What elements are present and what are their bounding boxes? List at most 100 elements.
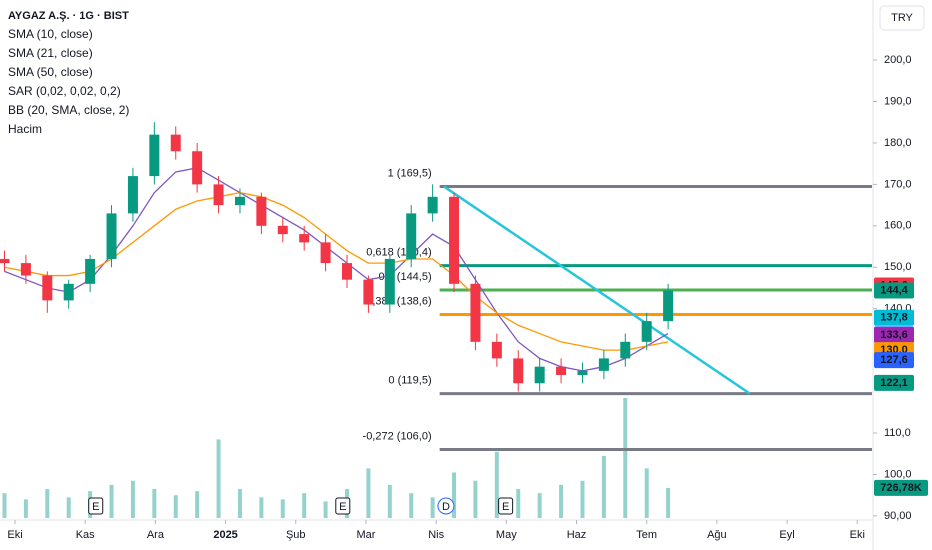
x-tick-label: Eki <box>7 529 22 541</box>
volume-bar <box>173 495 178 518</box>
candle-body <box>641 321 652 342</box>
candle-body <box>470 283 481 342</box>
candle-body <box>85 258 96 284</box>
candle-body <box>663 290 674 322</box>
indicator-label: Hacim <box>8 122 42 136</box>
volume-label: 726,78K <box>880 482 922 494</box>
candle-body <box>192 151 203 185</box>
candle-body <box>491 341 502 359</box>
fib-label: 0,382 (138,6) <box>366 295 431 307</box>
volume-bar <box>152 489 157 518</box>
x-tick-label: Eki <box>850 529 865 541</box>
event-label: E <box>339 501 346 513</box>
volume-bar <box>387 484 392 518</box>
volume-bar <box>23 499 28 518</box>
event-marker <box>437 497 455 515</box>
event-marker <box>88 497 104 515</box>
x-tick-label: Tem <box>636 529 657 541</box>
y-tick-label: 150,0 <box>884 261 912 273</box>
candle-body <box>384 258 395 305</box>
candle-body <box>577 370 588 375</box>
volume-bar <box>130 480 135 518</box>
event-label: D <box>442 501 450 513</box>
candle-body <box>42 275 53 301</box>
event-label: E <box>502 501 509 513</box>
x-tick-label: Şub <box>286 529 306 541</box>
price-label-box <box>874 309 914 326</box>
volume-bar <box>216 439 221 518</box>
volume-label-box <box>874 479 928 496</box>
volume-bar <box>409 493 414 518</box>
y-tick-label: 180,0 <box>884 137 912 149</box>
plot-area: 1 (169,5)0,618 (150,4)0,5 (144,5)0,382 (… <box>0 122 872 518</box>
trendline <box>443 185 751 395</box>
volume-bar <box>601 455 606 518</box>
candle-body <box>620 341 631 359</box>
price-label: 127,6 <box>880 354 908 366</box>
currency-box[interactable] <box>879 5 925 31</box>
volume-bar <box>302 493 307 518</box>
x-tick-label: Eyl <box>779 529 794 541</box>
indicator-label: SMA (50, close) <box>8 65 93 79</box>
price-label-box <box>874 352 914 369</box>
candle-body <box>0 258 10 264</box>
candle-body <box>20 263 31 276</box>
volume-bar <box>366 468 371 518</box>
fib-label: -0,272 (106,0) <box>363 430 432 442</box>
volume-bar <box>430 497 435 518</box>
price-label: 133,6 <box>880 329 908 341</box>
price-label-box <box>874 327 914 344</box>
y-tick-label: 160,0 <box>884 220 912 232</box>
candle-body <box>299 234 310 243</box>
fib-label: 0,618 (150,4) <box>366 246 431 258</box>
x-tick-label: May <box>496 529 517 541</box>
volume-bar <box>644 468 649 518</box>
price-label-box <box>874 282 914 299</box>
candle-body <box>149 134 160 177</box>
candle-body <box>534 366 545 384</box>
chart-title: AYGAZ A.Ş. · 1G · BIST <box>8 10 129 22</box>
candle-body <box>320 242 331 264</box>
volume-bar <box>259 497 264 518</box>
candle-body <box>277 225 288 235</box>
candle-body <box>342 263 353 280</box>
candle-body <box>127 176 138 214</box>
volume-bar <box>280 499 285 518</box>
candle-body <box>513 358 524 384</box>
candle-body <box>598 358 609 371</box>
fib-label: 0 (119,5) <box>388 375 431 387</box>
volume-bar <box>452 472 457 518</box>
volume-bar <box>66 497 71 518</box>
candle-body <box>63 283 74 301</box>
price-label: 122,1 <box>880 377 908 389</box>
x-tick-label: Ağu <box>707 529 727 541</box>
x-tick-label: Kas <box>76 529 95 541</box>
candle-body <box>234 196 245 206</box>
event-marker <box>335 497 351 515</box>
volume-bar <box>45 489 50 518</box>
candle-body <box>427 196 438 214</box>
volume-bar <box>2 493 7 518</box>
candle-body <box>363 279 374 305</box>
candle-body <box>556 366 567 375</box>
fib-label: 1 (169,5) <box>388 167 432 179</box>
y-tick-label: 200,0 <box>884 54 912 66</box>
event-label: E <box>92 501 99 513</box>
x-tick-label: Mar <box>356 529 375 541</box>
volume-bar <box>473 480 478 518</box>
volume-bar <box>323 501 328 518</box>
volume-bar <box>559 484 564 518</box>
y-tick-label: 190,0 <box>884 95 912 107</box>
price-label: 144,4 <box>880 284 908 296</box>
candle-body <box>406 213 417 259</box>
candle-body <box>213 184 224 206</box>
volume-bar <box>623 398 628 518</box>
candle-body <box>256 196 267 226</box>
event-marker <box>498 497 514 515</box>
y-tick-label: 90,00 <box>884 510 912 522</box>
candle-body <box>106 213 117 259</box>
volume-bar <box>580 480 585 518</box>
volume-bar <box>666 487 671 518</box>
